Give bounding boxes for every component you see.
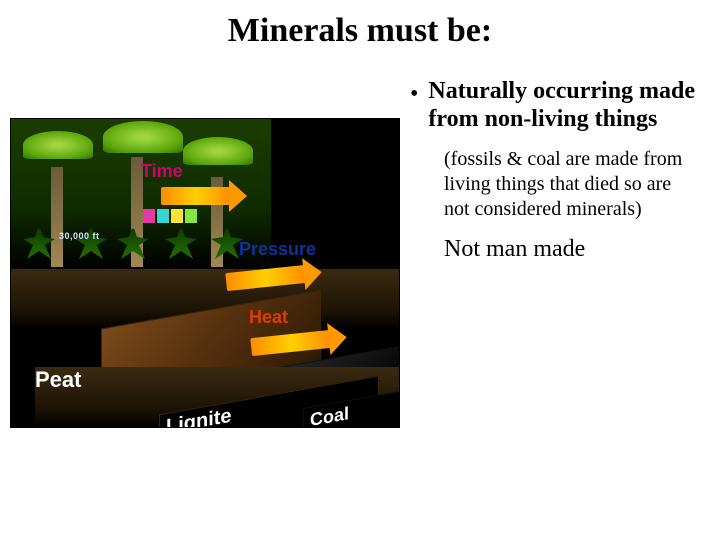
bullet-sub-text: (fossils & coal are made from living thi… <box>400 147 702 222</box>
time-arrow-icon <box>161 187 231 205</box>
coal-formation-diagram: 30,000 ft Time Pressure Heat Peat Lignit… <box>10 118 400 428</box>
page-title: Minerals must be: <box>0 0 720 50</box>
illustration-column: 30,000 ft Time Pressure Heat Peat Lignit… <box>0 78 400 428</box>
tree-canopy-icon <box>23 131 93 159</box>
tree-canopy-icon <box>183 137 253 165</box>
time-scale-icon <box>143 209 197 223</box>
bullet-main-text: Naturally occurring made from non-living… <box>428 78 702 133</box>
time-label: Time <box>141 161 183 182</box>
text-column: • Naturally occurring made from non-livi… <box>400 78 720 428</box>
bullet-item: • Naturally occurring made from non-livi… <box>400 78 702 133</box>
bullet-dot-icon: • <box>400 78 418 108</box>
heat-label: Heat <box>249 307 288 328</box>
scale-label: 30,000 ft <box>59 231 100 241</box>
tree-trunk-icon <box>51 167 63 267</box>
tree-canopy-icon <box>103 121 183 153</box>
content-row: 30,000 ft Time Pressure Heat Peat Lignit… <box>0 78 720 428</box>
not-man-made-text: Not man made <box>400 236 702 263</box>
